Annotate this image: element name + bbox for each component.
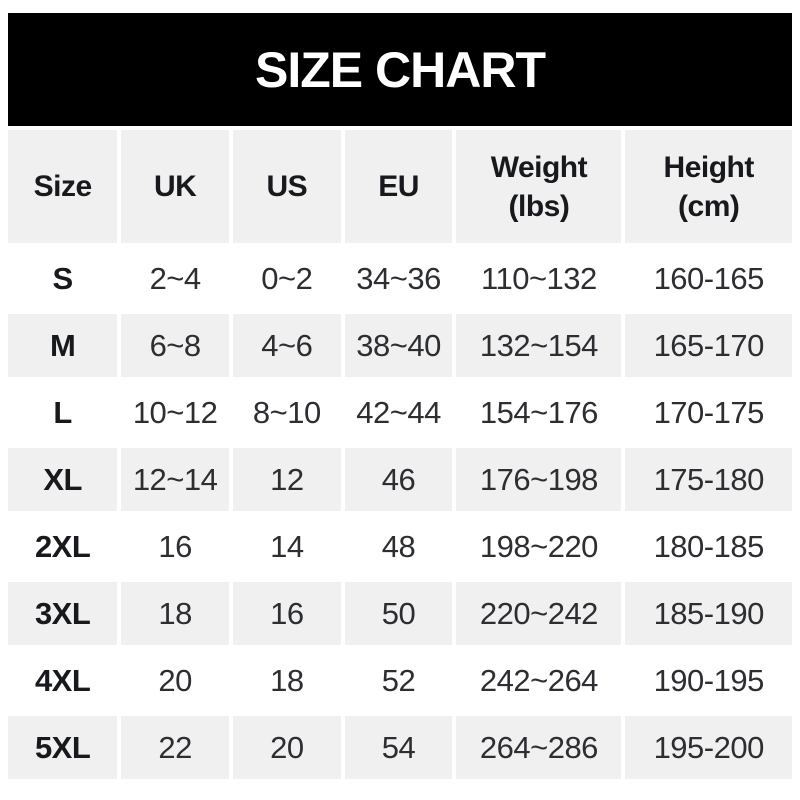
- size-cell: S: [8, 247, 118, 310]
- uk-cell: 12~14: [121, 448, 229, 511]
- size-table-container: Size UK US EU Weight (lbs) Height (cm) S…: [4, 126, 796, 783]
- table-row-5xl: 5XL 22 20 54 264~286 195-200: [8, 716, 792, 779]
- height-cell: 185-190: [625, 582, 792, 645]
- us-cell: 4~6: [232, 314, 341, 377]
- eu-cell: 34~36: [344, 247, 453, 310]
- us-cell: 12: [232, 448, 341, 511]
- weight-cell: 198~220: [456, 515, 622, 578]
- table-row-2xl: 2XL 16 14 48 198~220 180-185: [8, 515, 792, 578]
- uk-cell: 10~12: [121, 381, 229, 444]
- uk-cell: 20: [121, 649, 229, 712]
- us-cell: 0~2: [232, 247, 341, 310]
- uk-cell: 6~8: [121, 314, 229, 377]
- table-row-4xl: 4XL 20 18 52 242~264 190-195: [8, 649, 792, 712]
- height-cell: 160-165: [625, 247, 792, 310]
- size-cell: L: [8, 381, 118, 444]
- size-cell: 3XL: [8, 582, 118, 645]
- weight-cell: 220~242: [456, 582, 622, 645]
- table-row-m: M 6~8 4~6 38~40 132~154 165-170: [8, 314, 792, 377]
- column-header-weight: Weight (lbs): [456, 130, 622, 243]
- table-row-xl: XL 12~14 12 46 176~198 175-180: [8, 448, 792, 511]
- us-cell: 8~10: [232, 381, 341, 444]
- size-cell: 5XL: [8, 716, 118, 779]
- table-row-s: S 2~4 0~2 34~36 110~132 160-165: [8, 247, 792, 310]
- uk-cell: 18: [121, 582, 229, 645]
- column-header-us: US: [232, 130, 341, 243]
- column-header-eu: EU: [344, 130, 453, 243]
- eu-cell: 46: [344, 448, 453, 511]
- height-cell: 180-185: [625, 515, 792, 578]
- column-header-uk: UK: [121, 130, 229, 243]
- height-cell: 175-180: [625, 448, 792, 511]
- table-row-3xl: 3XL 18 16 50 220~242 185-190: [8, 582, 792, 645]
- uk-cell: 22: [121, 716, 229, 779]
- size-cell: 4XL: [8, 649, 118, 712]
- uk-cell: 16: [121, 515, 229, 578]
- weight-cell: 176~198: [456, 448, 622, 511]
- eu-cell: 38~40: [344, 314, 453, 377]
- size-cell: XL: [8, 448, 118, 511]
- us-cell: 18: [232, 649, 341, 712]
- eu-cell: 48: [344, 515, 453, 578]
- table-row-l: L 10~12 8~10 42~44 154~176 170-175: [8, 381, 792, 444]
- height-cell: 165-170: [625, 314, 792, 377]
- header-row: Size UK US EU Weight (lbs) Height (cm): [8, 130, 792, 243]
- height-cell: 195-200: [625, 716, 792, 779]
- page-title: SIZE CHART: [255, 41, 546, 98]
- size-chart-banner: SIZE CHART: [8, 13, 792, 126]
- us-cell: 16: [232, 582, 341, 645]
- us-cell: 20: [232, 716, 341, 779]
- weight-cell: 154~176: [456, 381, 622, 444]
- height-cell: 170-175: [625, 381, 792, 444]
- size-cell: 2XL: [8, 515, 118, 578]
- uk-cell: 2~4: [121, 247, 229, 310]
- height-cell: 190-195: [625, 649, 792, 712]
- weight-cell: 264~286: [456, 716, 622, 779]
- weight-cell: 132~154: [456, 314, 622, 377]
- weight-cell: 110~132: [456, 247, 622, 310]
- size-cell: M: [8, 314, 118, 377]
- weight-cell: 242~264: [456, 649, 622, 712]
- us-cell: 14: [232, 515, 341, 578]
- eu-cell: 54: [344, 716, 453, 779]
- column-header-size: Size: [8, 130, 118, 243]
- size-table: Size UK US EU Weight (lbs) Height (cm) S…: [4, 126, 796, 783]
- eu-cell: 52: [344, 649, 453, 712]
- column-header-height: Height (cm): [625, 130, 792, 243]
- eu-cell: 50: [344, 582, 453, 645]
- eu-cell: 42~44: [344, 381, 453, 444]
